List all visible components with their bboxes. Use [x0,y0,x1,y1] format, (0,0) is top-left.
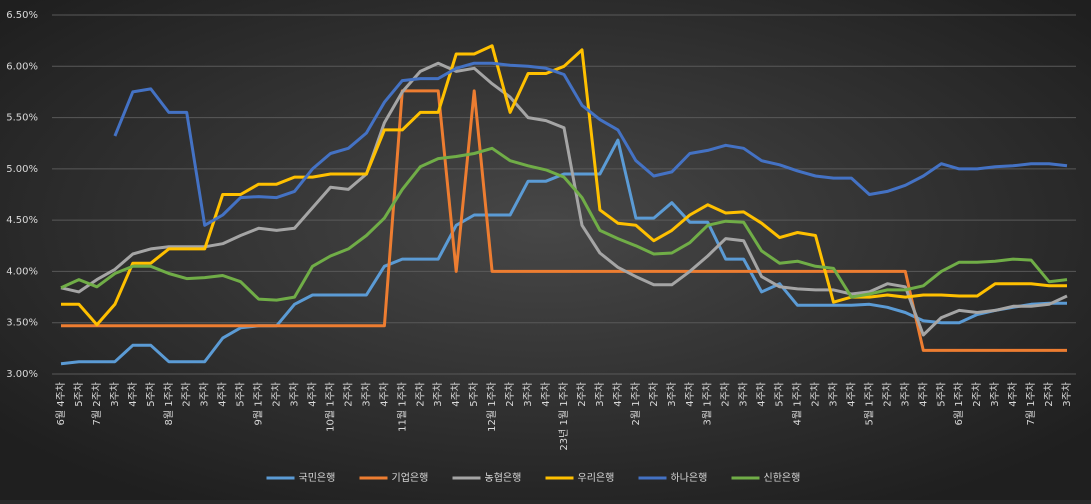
x-tick-label: 5주차 [468,382,480,407]
x-tick-label: 3주차 [594,382,606,407]
x-tick-label: 4주차 [1007,382,1019,407]
x-tick-label: 11월 1주차 [396,382,408,432]
x-tick-label: 2주차 [1043,382,1055,407]
x-tick-label: 2주차 [576,382,588,407]
legend-label: 농협은행 [485,471,522,484]
x-tick-label: 2주차 [810,382,822,407]
x-tick-label: 4주차 [540,382,552,407]
x-tick-label: 12월 1주차 [486,382,498,432]
x-tick-label: 3주차 [738,382,750,407]
x-tick-label: 3월 1주차 [702,382,714,426]
x-tick-label: 3주차 [1061,382,1073,407]
x-tick-label: 23년 1월 1주차 [558,382,570,451]
x-tick-label: 2주차 [720,382,732,407]
x-tick-label: 5주차 [935,382,947,407]
y-tick-label: 4.50% [6,215,38,226]
y-tick-label: 5.50% [6,113,38,124]
series-line [60,61,1068,337]
y-tick-label: 3.50% [6,318,38,329]
x-tick-label: 7월 2주차 [91,382,103,426]
x-tick-label: 5주차 [73,382,85,407]
series-line [60,138,1067,366]
x-tick-label: 2주차 [181,382,193,407]
x-tick-label: 4주차 [378,382,390,407]
x-tick-label: 2주차 [648,382,660,407]
x-tick-label: 4주차 [450,382,462,407]
x-tick-label: 7월 1주차 [1025,382,1037,426]
x-tick-label: 3주차 [432,382,444,407]
legend-label: 하나은행 [671,471,708,484]
x-tick-label: 4주차 [217,382,229,407]
x-tick-label: 4주차 [306,382,318,407]
x-tick-label: 2주차 [271,382,283,407]
x-tick-label: 3주차 [666,382,678,407]
x-tick-label: 3주차 [989,382,1001,407]
x-tick-label: 6월 4주차 [55,382,67,426]
y-tick-label: 6.50% [6,10,38,21]
x-tick-label: 2주차 [881,382,893,407]
x-tick-label: 5월 1주차 [863,382,875,426]
x-tick-label: 3주차 [199,382,211,407]
x-tick-label: 2주차 [504,382,516,407]
x-tick-label: 3주차 [289,382,301,407]
x-tick-label: 2주차 [342,382,354,407]
x-tick-label: 2월 1주차 [630,382,642,426]
series-line [60,146,1068,302]
x-tick-label: 3주차 [522,382,534,407]
x-tick-label: 3주차 [109,382,121,407]
x-tick-label: 4월 1주차 [792,382,804,426]
x-tick-label: 9월 1주차 [253,382,265,426]
x-tick-label: 2주차 [414,382,426,407]
x-tick-label: 5주차 [145,382,157,407]
x-tick-label: 3주차 [827,382,839,407]
x-tick-label: 4주차 [684,382,696,407]
x-tick-label: 4주차 [845,382,857,407]
x-tick-label: 5주차 [774,382,786,407]
series-line [61,89,1067,352]
x-tick-label: 3주차 [360,382,372,407]
x-tick-label: 4주차 [756,382,768,407]
x-tick-label: 6월 1주차 [953,382,965,426]
x-tick-label: 3주차 [899,382,911,407]
legend-label: 우리은행 [578,472,615,484]
x-tick-label: 5주차 [235,382,247,407]
x-tick-label: 4주차 [612,382,624,407]
legend-label: 기업은행 [392,471,429,484]
series-line [61,44,1067,327]
legend-label: 국민은행 [299,472,336,484]
y-tick-label: 6.00% [6,61,38,72]
y-tick-label: 5.00% [6,164,38,175]
series-line [113,61,1068,227]
x-tick-label: 10월 1주차 [324,382,336,432]
legend-label: 신한은행 [764,472,801,484]
x-tick-label: 2주차 [971,382,983,407]
y-tick-label: 3.00% [6,369,38,380]
x-tick-label: 4주차 [127,382,139,407]
x-tick-label: 4주차 [917,382,929,407]
y-tick-label: 4.00% [6,266,38,277]
x-tick-label: 8월 1주차 [163,382,175,426]
